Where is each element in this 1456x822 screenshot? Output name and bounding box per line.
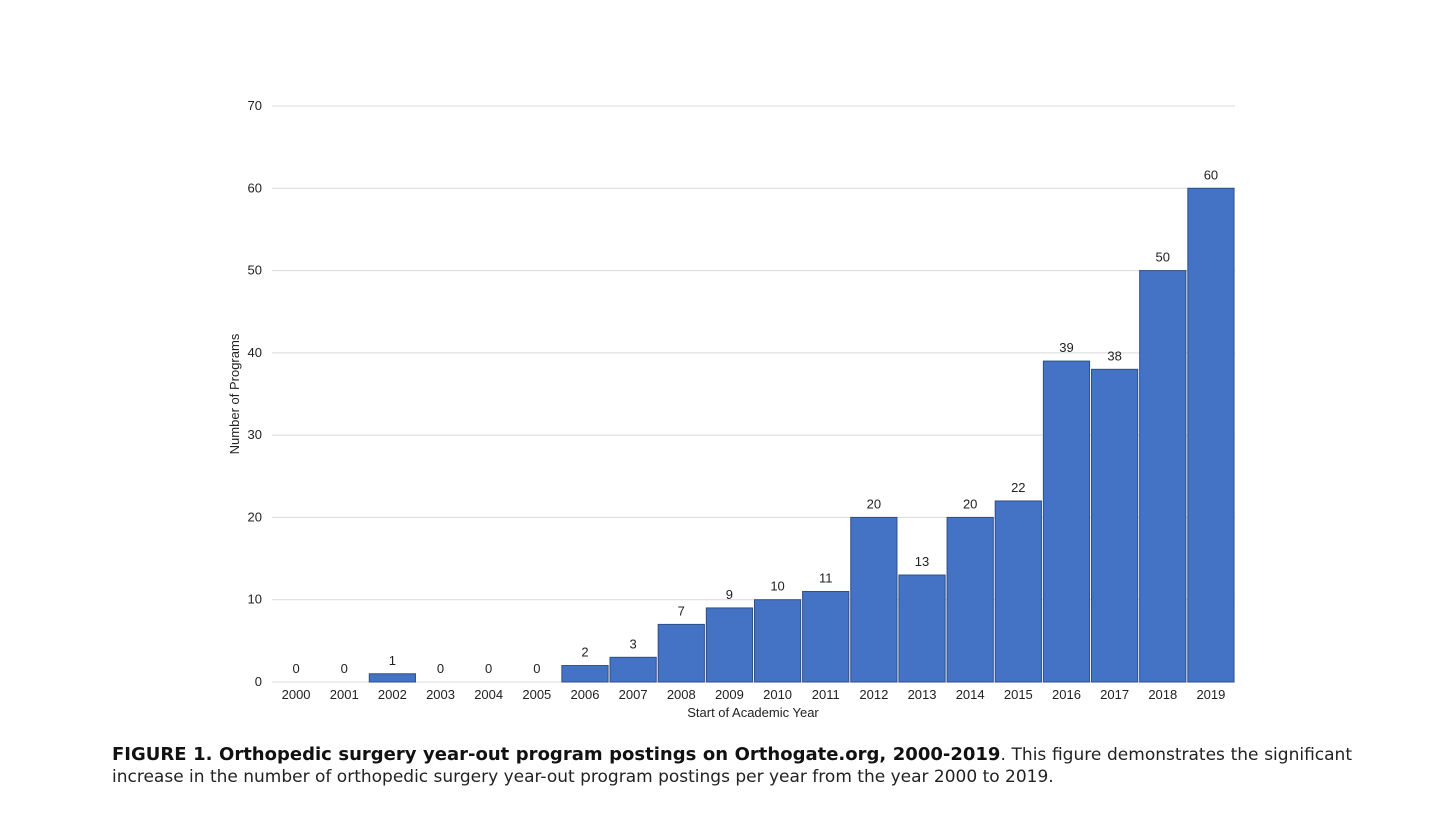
bar-2012 <box>850 516 898 683</box>
caption-title: FIGURE 1. Orthopedic surgery year-out pr… <box>112 744 1001 765</box>
bar-2007 <box>609 656 657 683</box>
y-axis-ticks: 0 10 20 30 40 50 60 70 <box>248 98 262 689</box>
bars <box>368 187 1235 683</box>
gridlines <box>272 105 1235 683</box>
y-tick-label: 70 <box>248 98 262 113</box>
x-axis-title: Start of Academic Year <box>687 705 819 720</box>
data-label-2006: 2 <box>581 645 588 660</box>
y-tick-label: 50 <box>248 263 262 278</box>
data-label-2015: 22 <box>1011 480 1025 495</box>
bar-2010 <box>753 599 802 683</box>
x-tick-label: 2018 <box>1148 687 1177 702</box>
bar-2018 <box>1139 270 1187 683</box>
data-label-2016: 39 <box>1059 340 1073 355</box>
bar-2006 <box>561 665 609 683</box>
x-tick-label: 2015 <box>1004 687 1033 702</box>
data-label-2005: 0 <box>533 661 540 676</box>
data-label-2001: 0 <box>341 661 348 676</box>
x-tick-label: 2014 <box>956 687 985 702</box>
x-tick-label: 2017 <box>1100 687 1129 702</box>
bar-2013 <box>898 574 946 683</box>
caption-description: . This figure demonstrates the significa… <box>112 745 1352 787</box>
x-tick-label: 2003 <box>426 687 455 702</box>
data-label-2002: 1 <box>389 653 396 668</box>
data-label-2004: 0 <box>485 661 492 676</box>
x-tick-label: 2011 <box>812 687 840 702</box>
data-label-2019: 60 <box>1204 167 1218 182</box>
y-tick-label: 40 <box>248 345 262 360</box>
data-label-2000: 0 <box>292 661 299 676</box>
x-tick-label: 2013 <box>908 687 937 702</box>
data-label-2007: 3 <box>630 636 637 651</box>
x-tick-label: 2012 <box>859 687 888 702</box>
x-tick-label: 2006 <box>571 687 600 702</box>
x-tick-label: 2004 <box>474 687 503 702</box>
data-label-2018: 50 <box>1156 250 1170 265</box>
bar-2019 <box>1187 187 1235 683</box>
x-tick-label: 2005 <box>522 687 551 702</box>
figure-caption: FIGURE 1. Orthopedic surgery year-out pr… <box>112 744 1352 788</box>
x-tick-label: 2000 <box>282 687 311 702</box>
data-label-2012: 20 <box>867 496 881 511</box>
y-tick-label: 60 <box>248 180 262 195</box>
data-label-2017: 38 <box>1107 348 1121 363</box>
y-tick-label: 0 <box>255 674 262 689</box>
x-tick-label: 2002 <box>378 687 407 702</box>
data-label-2008: 7 <box>678 603 685 618</box>
data-label-2009: 9 <box>726 587 733 602</box>
y-tick-label: 20 <box>248 509 262 524</box>
data-label-2011: 11 <box>819 570 833 585</box>
data-label-2013: 13 <box>915 554 929 569</box>
x-tick-label: 2019 <box>1196 687 1225 702</box>
x-tick-label: 2009 <box>715 687 744 702</box>
bar-2015 <box>994 500 1042 683</box>
bar-2014 <box>946 516 994 683</box>
bar-2002 <box>368 673 416 683</box>
x-tick-label: 2010 <box>763 687 792 702</box>
y-axis-title: Number of Programs <box>227 333 242 454</box>
bar-2016 <box>1042 360 1091 683</box>
x-tick-label: 2007 <box>619 687 648 702</box>
x-tick-label: 2001 <box>330 687 359 702</box>
bar-2008 <box>657 623 705 683</box>
data-label-2003: 0 <box>437 661 444 676</box>
x-axis-ticks: 2000 2001 2002 2003 2004 2005 2006 2007 2008 2009… <box>282 687 1226 702</box>
x-tick-label: 2016 <box>1052 687 1081 702</box>
y-tick-label: 10 <box>248 592 262 607</box>
y-tick-label: 30 <box>248 427 262 442</box>
x-tick-label: 2008 <box>667 687 696 702</box>
bar-2011 <box>802 590 850 683</box>
bar-2017 <box>1091 368 1139 683</box>
data-label-2014: 20 <box>963 496 977 511</box>
bar-2009 <box>705 607 754 683</box>
data-label-2010: 10 <box>770 579 784 594</box>
